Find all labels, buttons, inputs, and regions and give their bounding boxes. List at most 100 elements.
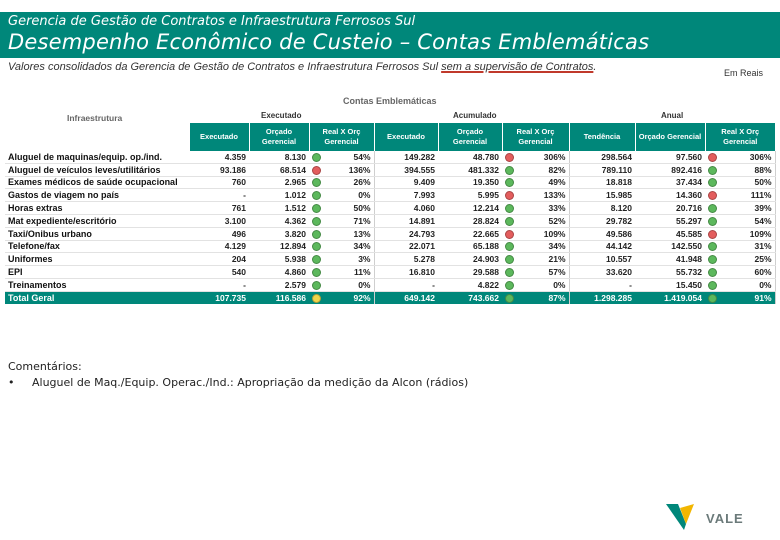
status-dot-icon [505,216,514,226]
col-header: Tendência [568,123,635,151]
ratio-cell: 31% [705,240,776,254]
header-row: Executado Orçado Gerencial Real X Orç Ge… [5,123,775,151]
status-dot-icon [505,165,514,175]
status-dot-icon [708,242,717,252]
value-cell: 22.665 [438,227,502,241]
value-cell: 1.012 [249,188,309,203]
status-dot-icon [312,204,321,214]
ratio-value: 39% [754,203,772,214]
status-dot-icon [312,255,321,265]
value-cell: - [374,278,438,292]
status-dot-icon [312,280,321,290]
comment-item: • Aluguel de Maq./Equip. Operac./Ind.: Ap… [8,376,468,389]
ratio-value: 34% [548,241,566,252]
status-dot-icon [312,178,321,188]
ratio-value: 3% [358,254,371,265]
value-cell: 9.409 [374,176,438,190]
ratio-value: 88% [754,164,772,175]
status-dot-icon [505,229,514,239]
value-cell: 12.894 [249,240,309,254]
status-dot-icon [505,255,514,265]
value-cell: 33.620 [569,265,635,279]
row-label: Exames médicos de saúde ocupacional [5,176,189,190]
value-cell: 540 [189,265,249,279]
value-cell: 49.586 [569,227,635,241]
col-header: Executado [188,123,249,151]
table-row: Gastos de viagem no país -1.012 0% 7.993 5.9… [5,188,776,203]
value-cell: 19.350 [438,176,502,190]
value-cell: 14.360 [635,188,705,203]
value-cell: 5.278 [374,252,438,267]
ratio-value: 87% [548,292,566,303]
status-dot-icon [708,178,717,188]
bullet-mark: • [8,376,15,389]
row-label: Gastos de viagem no país [5,188,189,203]
ratio-value: 306% [543,151,566,162]
row-label: Mat expediente/escritório [5,214,189,228]
value-cell: 142.550 [635,240,705,254]
comment-text: Aluguel de Maq./Equip. Operac./Ind.: Apr… [32,376,469,389]
table-row: Uniformes 204 5.938 3% 5.278 24.903 21% 10.557 4… [5,252,776,267]
value-cell: 1.512 [249,201,309,215]
status-dot-icon [708,255,717,265]
page-title: Desempenho Econômico de Custeio – Contas… [8,30,650,54]
ratio-cell: 49% [502,176,570,190]
status-dot-icon [708,191,717,201]
description-end: . [593,61,597,73]
ratio-cell: 13% [309,227,375,241]
group-executado: Executado [261,111,302,120]
ratio-value: 34% [353,241,371,252]
col-header: Orçado Gerencial [634,123,705,151]
value-cell: 5.995 [438,188,502,203]
ratio-cell: 0% [705,278,776,292]
unit-label: Em Reais [724,68,764,78]
value-cell: 789.110 [569,163,635,177]
status-dot-icon [708,204,717,214]
value-cell: 45.585 [635,227,705,241]
value-cell: 116.586 [249,291,309,304]
value-cell: 29.588 [438,265,502,279]
ratio-cell: 50% [705,176,776,190]
status-dot-icon [708,280,717,290]
ratio-value: 136% [348,164,371,175]
value-cell: 2.579 [249,278,309,292]
table-row: Aluguel de maquinas/equip. op./ind. 4.359… [5,151,776,164]
status-dot-icon [505,268,514,278]
row-label: Aluguel de veículos leves/utilitários [5,163,189,177]
value-cell: 649.142 [374,291,438,304]
value-cell: 15.450 [635,278,705,292]
table-row: EPI 540 4.860 11% 16.810 29.588 57% 33.620 55.73… [5,265,776,279]
status-dot-icon [312,293,321,303]
value-cell: 29.782 [569,214,635,228]
ratio-cell: 50% [309,201,375,215]
status-dot-icon [312,242,321,252]
ratio-cell: 0% [502,278,570,292]
value-cell: 68.514 [249,163,309,177]
ratio-cell: 133% [502,188,570,203]
ratio-value: 26% [353,177,371,188]
description: Valores consolidados da Gerencia de Gest… [8,61,596,73]
value-cell: 28.824 [438,214,502,228]
ratio-value: 57% [548,267,566,278]
header-banner: Gerencia de Gestão de Contratos e Infrae… [0,12,780,58]
value-cell: 24.903 [438,252,502,267]
value-cell: 15.985 [569,188,635,203]
value-cell: 12.214 [438,201,502,215]
table-title: Contas Emblemáticas [343,96,437,106]
ratio-value: 306% [749,151,772,162]
ratio-cell: 109% [502,227,570,241]
col-header: Real X Orç Gerencial [704,123,775,151]
ratio-cell: 88% [705,163,776,177]
ratio-value: 0% [553,279,566,290]
ratio-cell: 136% [309,163,375,177]
ratio-cell: 109% [705,227,776,241]
ratio-value: 11% [353,267,371,278]
ratio-cell: 71% [309,214,375,228]
ratio-cell: 52% [502,214,570,228]
ratio-value: 52% [548,215,566,226]
value-cell: 55.732 [635,265,705,279]
ratio-cell: 3% [309,252,375,267]
col-header: Real X Orç Gerencial [501,123,569,151]
group-anual: Anual [661,111,684,120]
row-label: Treinamentos [5,278,189,292]
